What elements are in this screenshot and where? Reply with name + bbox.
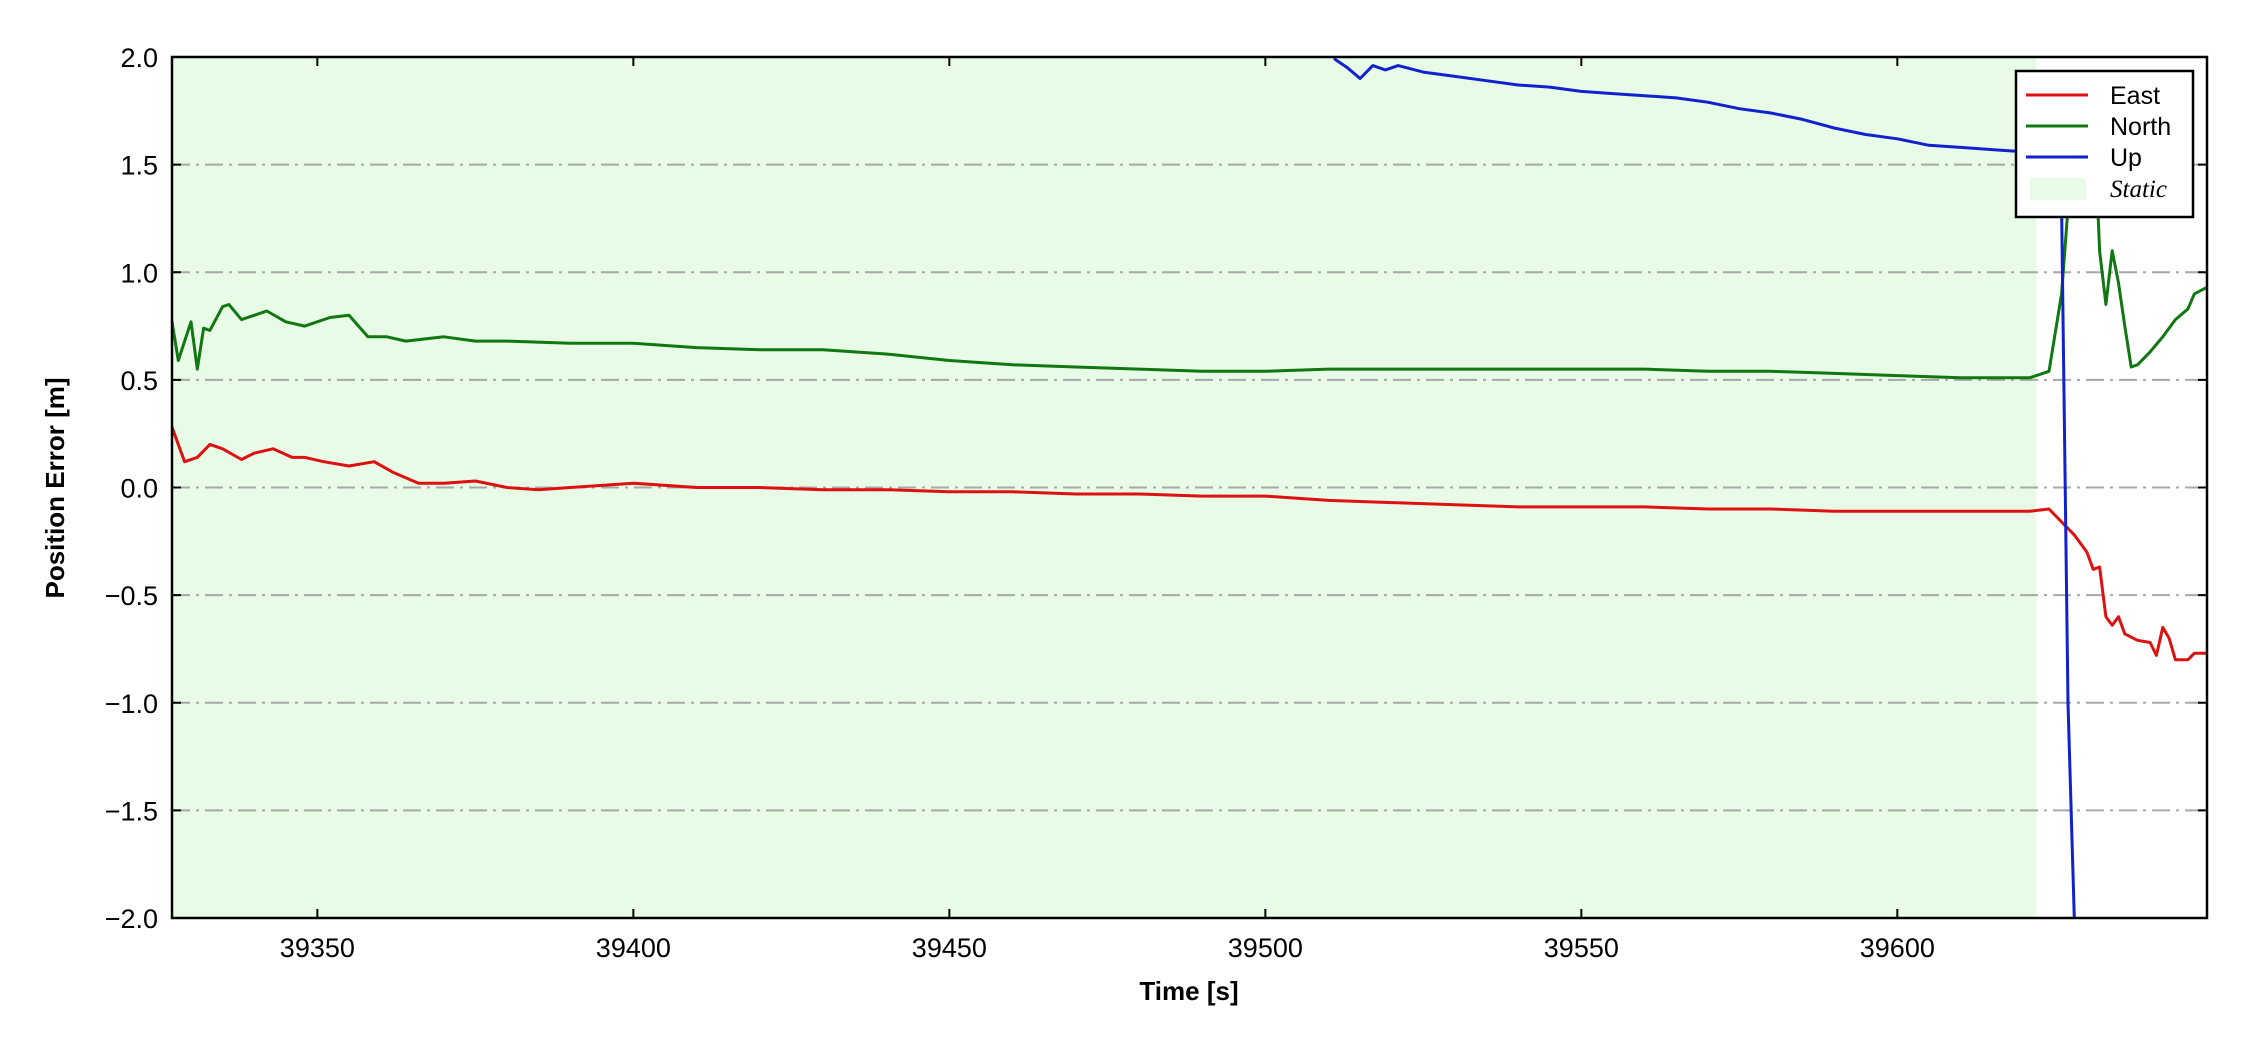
x-axis-title: Time [s] [1139,976,1238,1006]
x-tick-label: 39400 [596,933,671,963]
y-tick-label: 0.5 [120,366,158,396]
x-tick-label: 39500 [1228,933,1303,963]
legend-label-east: East [2110,82,2160,110]
y-tick-label: −2.0 [105,904,158,934]
y-tick-label: 1.5 [120,151,158,181]
x-tick-label: 39450 [912,933,987,963]
legend-swatch-static [2030,178,2086,200]
x-tick-label: 39350 [280,933,355,963]
x-tick-label: 39600 [1860,933,1935,963]
grid-layer [172,163,2207,812]
legend: East North Up Static [2014,69,2195,219]
y-tick-label: −1.0 [105,689,158,719]
legend-label-north: North [2110,113,2171,141]
y-tick-label: 1.0 [120,258,158,288]
legend-label-up: Up [2110,144,2142,172]
y-tick-label: −1.5 [105,796,158,826]
y-axis-title: Position Error [m] [40,377,70,598]
series-line-north [172,98,2207,380]
y-axis: −2.0 −1.5 −1.0 −0.5 0.0 0.5 1.0 1.5 2.0 [105,43,2207,934]
x-axis: 39350 39400 39450 39500 39550 39600 [280,57,1935,963]
series-line-east [172,425,2207,662]
y-tick-label: 2.0 [120,43,158,73]
y-tick-label: 0.0 [120,474,158,504]
x-tick-label: 39550 [1544,933,1619,963]
legend-label-static: Static [2110,176,2167,203]
y-tick-label: −0.5 [105,581,158,611]
